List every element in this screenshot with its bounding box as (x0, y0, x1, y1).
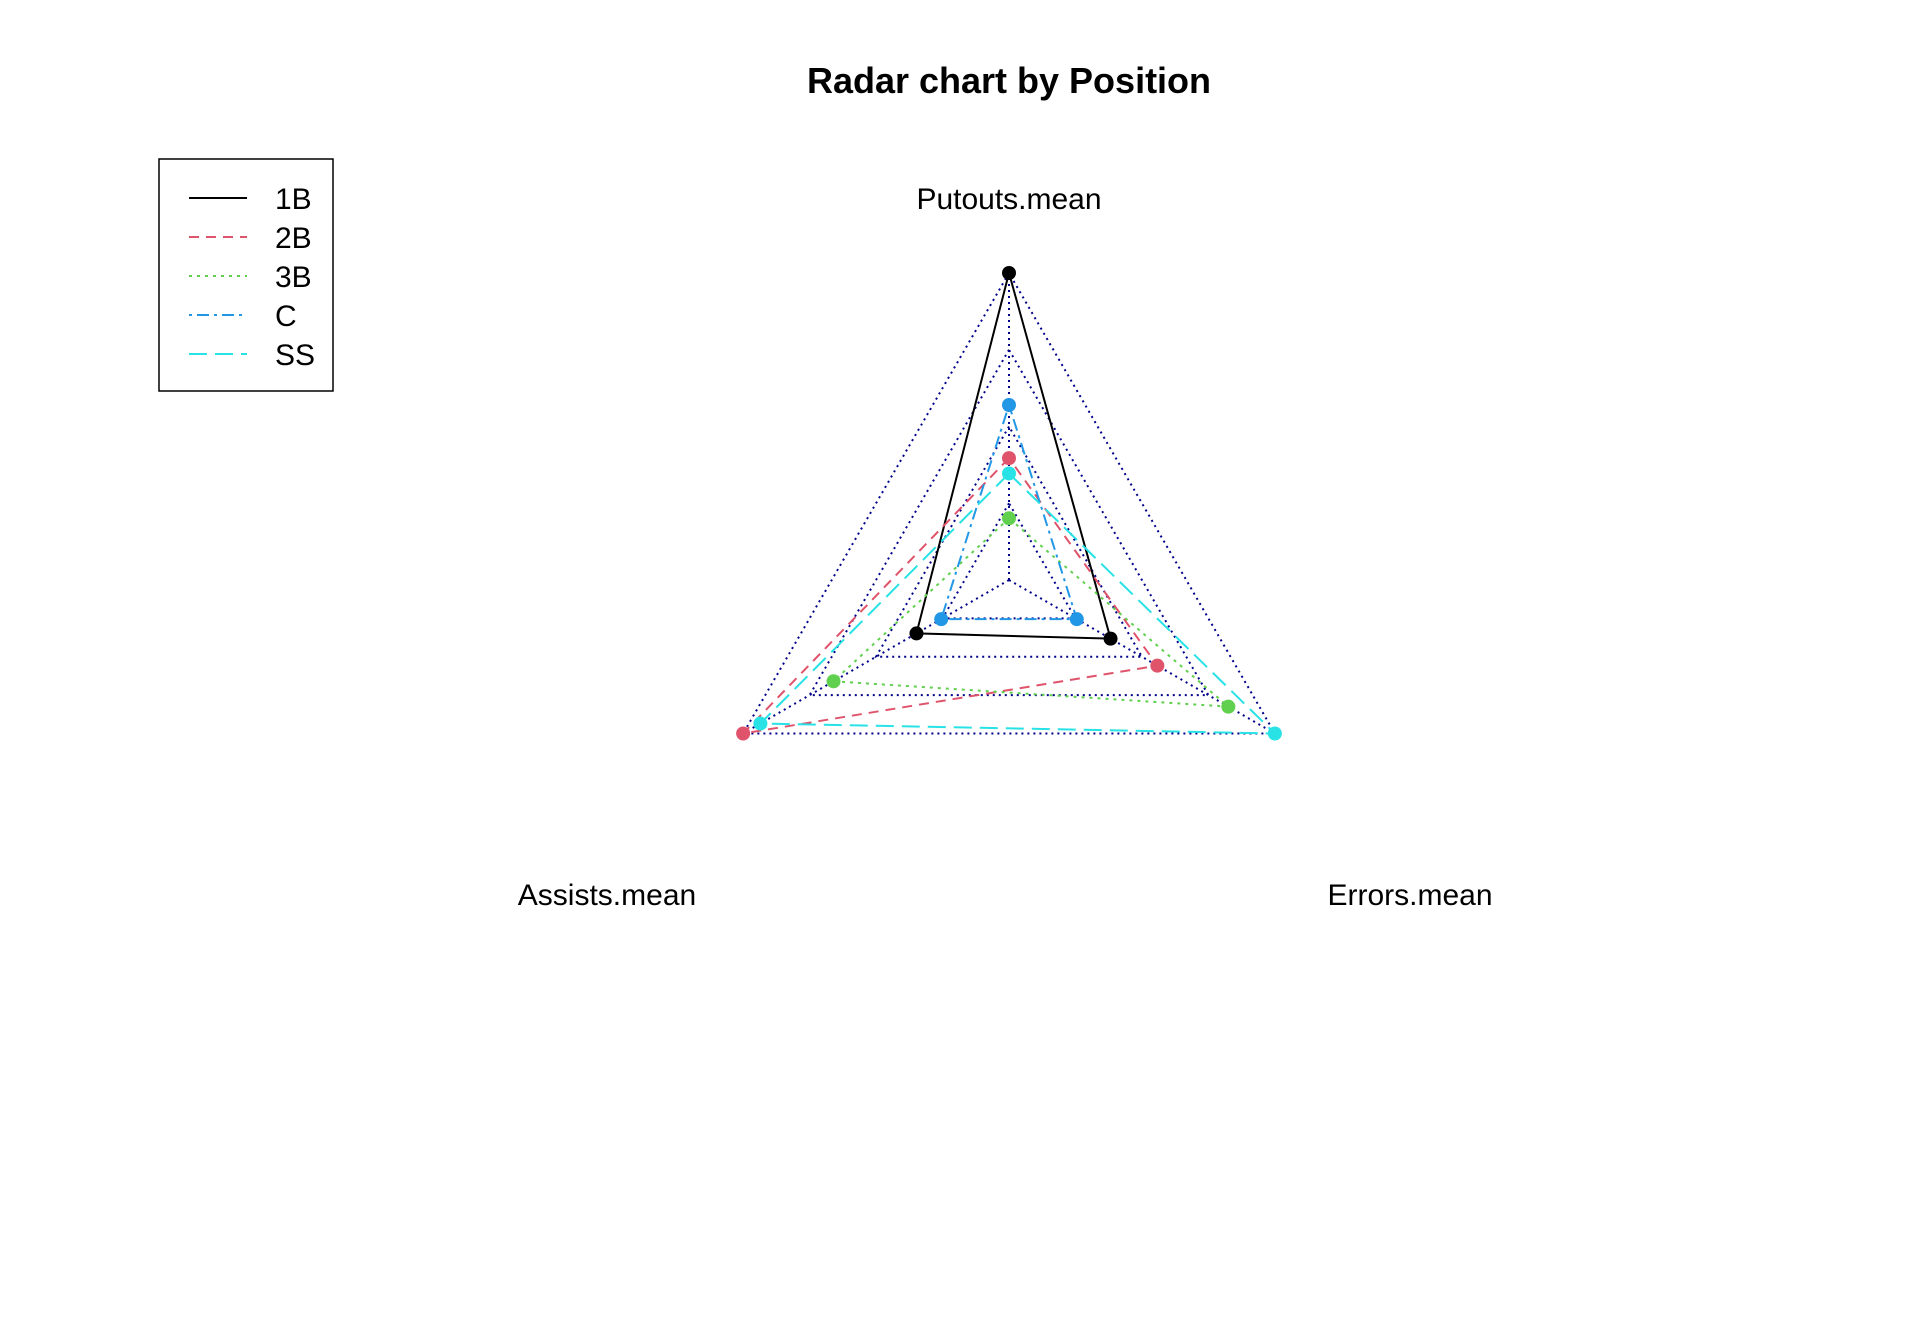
grid-ring-3 (807, 347, 1211, 697)
series-1b (909, 266, 1118, 646)
point-1b-1 (1002, 266, 1016, 280)
series-line-ss (758, 472, 1278, 735)
legend-label-3b: 3B (275, 261, 312, 294)
grid-ring-4 (741, 270, 1277, 735)
series-layer (736, 266, 1282, 741)
series-2b (736, 451, 1165, 741)
legend-label-ss: SS (275, 339, 315, 372)
point-3b-3 (1221, 699, 1236, 714)
series-line-3b (831, 516, 1232, 708)
series-c (934, 398, 1084, 627)
series-line-c (939, 401, 1079, 621)
chart-title: Radar chart by Position (807, 60, 1211, 101)
point-2b-1 (1002, 451, 1016, 466)
radar-grid (741, 270, 1277, 735)
point-3b-2 (826, 674, 841, 689)
legend: 1B 2B 3B C SS (158, 158, 334, 392)
point-ss-1 (1002, 466, 1016, 481)
point-c-1 (1002, 398, 1016, 413)
point-2b-2 (736, 726, 751, 741)
point-2b-3 (1150, 658, 1165, 673)
point-c-2 (934, 612, 949, 627)
legend-label-1b: 1B (275, 183, 312, 216)
legend-label-c: C (275, 300, 297, 333)
series-3b (826, 511, 1236, 714)
axis-labels: Putouts.mean Assists.mean Errors.mean (518, 183, 1493, 912)
point-1b-3 (1103, 631, 1118, 646)
series-line-1b (915, 269, 1112, 640)
axis-label-putouts: Putouts.mean (916, 183, 1101, 216)
point-c-3 (1069, 612, 1084, 627)
point-1b-2 (909, 626, 924, 641)
legend-label-2b: 2B (275, 222, 312, 255)
axis-label-errors: Errors.mean (1327, 879, 1492, 912)
axis-label-assists: Assists.mean (518, 879, 696, 912)
point-3b-1 (1002, 511, 1016, 526)
point-ss-3 (1267, 726, 1282, 741)
series-ss (753, 466, 1282, 741)
point-ss-2 (753, 716, 768, 731)
series-line-2b (740, 456, 1160, 735)
